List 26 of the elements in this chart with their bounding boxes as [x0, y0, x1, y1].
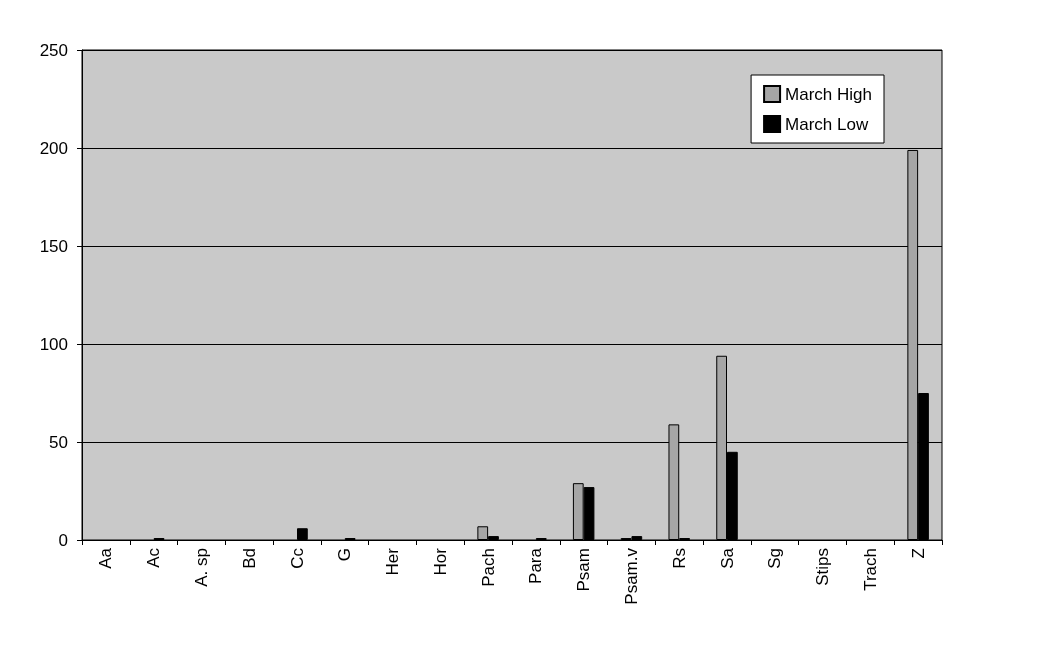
x-tick-label: Para [526, 547, 546, 584]
legend-label: March High [785, 84, 872, 104]
y-tick-label: 50 [49, 432, 68, 452]
y-tick-label: 100 [39, 334, 68, 354]
x-tick-label: Bd [239, 548, 259, 569]
x-tick-label: Sg [765, 548, 785, 569]
x-tick-label: A. sp [191, 548, 211, 587]
x-tick-label: Pach [478, 548, 498, 587]
x-tick-label: Her [383, 547, 403, 576]
legend-label: March Low [785, 114, 869, 134]
x-tick-label: Hor [430, 547, 450, 576]
x-tick-label: Psam [574, 548, 594, 592]
y-tick-label: 0 [58, 530, 68, 550]
x-tick-label: Rs [669, 548, 689, 569]
x-tick-label: Cc [287, 547, 307, 569]
x-tick-label: Trach [860, 548, 880, 591]
x-tick-label: Aa [96, 547, 116, 569]
x-tick-label: Z [908, 548, 928, 559]
x-tick-label: Psam.v [621, 547, 641, 605]
y-tick-label: 150 [39, 236, 68, 256]
x-tick-label: Sa [717, 547, 737, 569]
y-tick-label: 250 [39, 40, 68, 60]
y-tick-label: 200 [39, 138, 68, 158]
x-tick-label: Stips [813, 548, 833, 586]
x-tick-label: G [335, 548, 355, 562]
x-tick-label: Ac [144, 547, 164, 568]
